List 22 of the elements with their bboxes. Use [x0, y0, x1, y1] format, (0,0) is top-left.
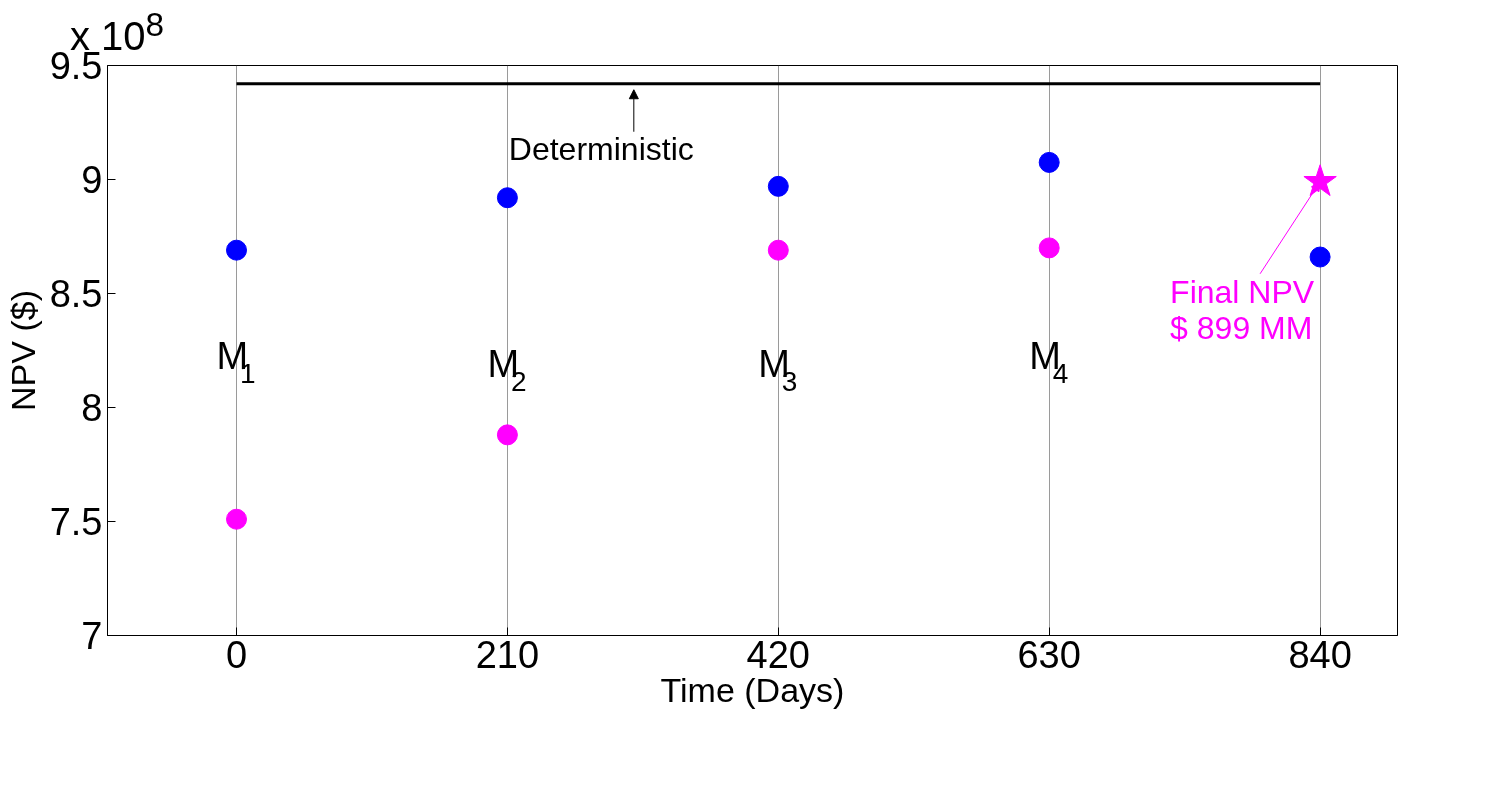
point — [1303, 164, 1337, 197]
point — [1309, 246, 1331, 268]
point — [1038, 151, 1060, 173]
x-tick-label: 840 — [1288, 633, 1352, 676]
annotation: Final NPV $ 899 MM — [1170, 273, 1315, 346]
y-tick-label: 8.5 — [49, 273, 103, 315]
x-tick-label: 0 — [225, 633, 248, 676]
y-axis-title: NPV ($) — [3, 290, 42, 411]
x-tick-label: 630 — [1017, 633, 1081, 676]
annotation: Deterministic — [508, 130, 694, 167]
point — [767, 175, 789, 197]
y-tick-label: 8 — [81, 387, 103, 429]
y-tick-label: 7 — [81, 615, 103, 657]
y-tick-label: 9 — [81, 159, 103, 201]
point — [496, 187, 518, 209]
point — [226, 508, 247, 530]
point — [226, 239, 247, 261]
point — [1038, 237, 1060, 259]
y-tick-label: 7.5 — [49, 501, 103, 543]
point — [767, 239, 789, 261]
point — [496, 424, 518, 446]
x-tick-label: 210 — [475, 633, 540, 676]
